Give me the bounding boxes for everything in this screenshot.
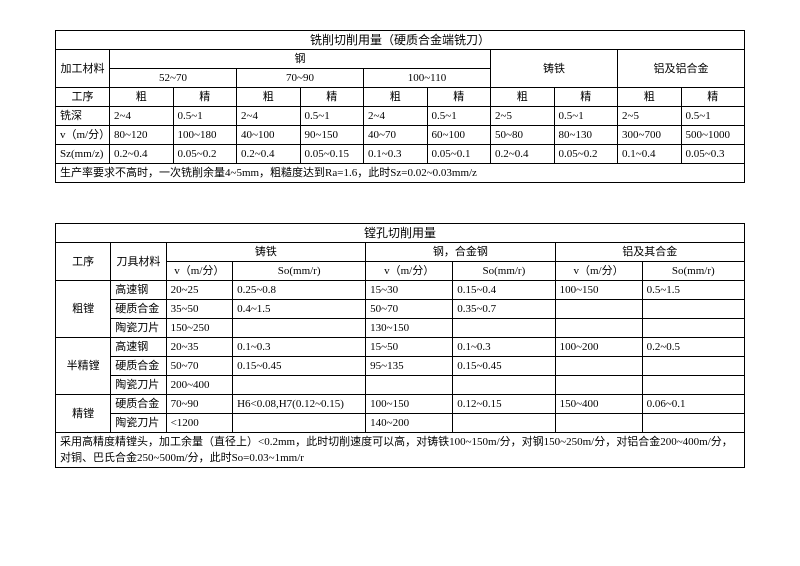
s-label: So(mm/r) bbox=[453, 262, 555, 281]
g2: 半精镗 bbox=[56, 338, 111, 395]
v-label: v（m/分） bbox=[366, 262, 453, 281]
fine: 精 bbox=[427, 88, 491, 107]
table-row: 硬质合金 50~700.15~0.45 95~1350.15~0.45 bbox=[56, 357, 745, 376]
table-row: 陶瓷刀片 200~400 bbox=[56, 376, 745, 395]
table-row: 硬质合金 35~500.4~1.5 50~700.35~0.7 bbox=[56, 300, 745, 319]
table-row: 精镗 硬质合金 70~90H6<0.08,H7(0.12~0.15) 100~1… bbox=[56, 395, 745, 414]
proc-label2: 工序 bbox=[56, 243, 111, 281]
iron-header: 铸铁 bbox=[491, 50, 618, 88]
cu: 粗 bbox=[364, 88, 428, 107]
range1: 52~70 bbox=[110, 69, 237, 88]
g1: 粗镗 bbox=[56, 281, 111, 338]
cu: 粗 bbox=[237, 88, 301, 107]
material-label: 加工材料 bbox=[56, 50, 110, 88]
fine: 精 bbox=[300, 88, 364, 107]
v-label: v（m/分） bbox=[166, 262, 233, 281]
table-row: 陶瓷刀片 <1200 140~200 bbox=[56, 414, 745, 433]
v-label: v（m/分） bbox=[555, 262, 642, 281]
table-row: Sz(mm/z) 0.2~0.40.05~0.2 0.2~0.40.05~0.1… bbox=[56, 145, 745, 164]
table-row: 粗镗 高速钢 20~250.25~0.8 15~300.15~0.4 100~1… bbox=[56, 281, 745, 300]
fine: 精 bbox=[173, 88, 237, 107]
table2-note: 采用高精度精镗头，加工余量（直径上）<0.2mm，此时切削速度可以高，对铸铁10… bbox=[56, 433, 745, 468]
al-header: 铝及铝合金 bbox=[618, 50, 745, 88]
fine: 精 bbox=[681, 88, 745, 107]
s-label: So(mm/r) bbox=[642, 262, 744, 281]
table2-title: 镗孔切削用量 bbox=[56, 224, 745, 243]
milling-table: 铣削切削用量（硬质合金端铣刀） 加工材料 钢 铸铁 铝及铝合金 52~70 70… bbox=[55, 30, 745, 183]
al-header2: 铝及其合金 bbox=[555, 243, 744, 262]
range2: 70~90 bbox=[237, 69, 364, 88]
cu: 粗 bbox=[110, 88, 174, 107]
table-row: v（m/分） 80~120100~180 40~10090~150 40~706… bbox=[56, 126, 745, 145]
steel-header2: 钢，合金钢 bbox=[366, 243, 555, 262]
table1-note: 生产率要求不高时，一次铣削余量4~5mm，粗糙度达到Ra=1.6，此时Sz=0.… bbox=[56, 164, 745, 183]
table-row: 半精镗 高速钢 20~350.1~0.3 15~500.1~0.3 100~20… bbox=[56, 338, 745, 357]
table1-title: 铣削切削用量（硬质合金端铣刀） bbox=[56, 31, 745, 50]
steel-header: 钢 bbox=[110, 50, 491, 69]
tool-label: 刀具材料 bbox=[111, 243, 166, 281]
cu: 粗 bbox=[491, 88, 555, 107]
cu: 粗 bbox=[618, 88, 682, 107]
range3: 100~110 bbox=[364, 69, 491, 88]
table-row: 铣深 2~40.5~1 2~40.5~1 2~40.5~1 2~50.5~1 2… bbox=[56, 107, 745, 126]
s-label: So(mm/r) bbox=[233, 262, 366, 281]
fine: 精 bbox=[554, 88, 618, 107]
iron-header2: 铸铁 bbox=[166, 243, 366, 262]
table-row: 陶瓷刀片 150~250 130~150 bbox=[56, 319, 745, 338]
g3: 精镗 bbox=[56, 395, 111, 433]
proc-label: 工序 bbox=[56, 88, 110, 107]
boring-table: 镗孔切削用量 工序 刀具材料 铸铁 钢，合金钢 铝及其合金 v（m/分） So(… bbox=[55, 223, 745, 468]
